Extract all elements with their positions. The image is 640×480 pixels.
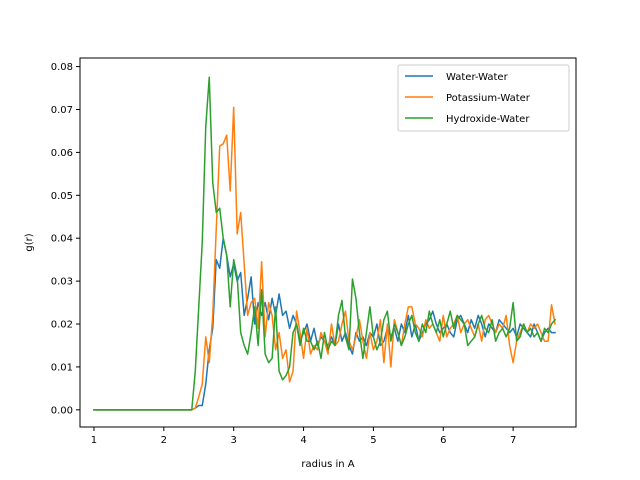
legend-label: Potassium-Water	[446, 93, 531, 104]
y-tick-label: 0.06	[51, 148, 73, 159]
legend-label: Water-Water	[446, 72, 509, 83]
legend-frame	[397, 64, 570, 132]
y-tick-label: 0.02	[51, 320, 73, 331]
y-tick-label: 0.03	[51, 277, 73, 288]
y-tick-label: 0.01	[51, 362, 73, 373]
x-tick-label: 5	[370, 435, 376, 446]
x-tick-label: 3	[231, 435, 237, 446]
x-tick-label: 7	[510, 435, 516, 446]
x-axis-label: radius in A	[301, 459, 354, 470]
x-axis: 1 2 3 4 5 6 7	[91, 427, 516, 446]
y-axis-label: g(r)	[24, 233, 35, 251]
y-tick-label: 0.05	[51, 191, 73, 202]
x-tick-label: 4	[300, 435, 306, 446]
y-tick-label: 0.00	[51, 405, 73, 416]
x-tick-label: 2	[161, 435, 167, 446]
legend-label: Hydroxide-Water	[446, 114, 530, 125]
x-tick-label: 6	[440, 435, 446, 446]
series-line-hydroxide-water	[93, 76, 557, 411]
y-tick-label: 0.08	[51, 62, 73, 73]
x-tick-label: 1	[91, 435, 97, 446]
plot-frame	[79, 57, 577, 428]
y-tick-label: 0.07	[51, 105, 73, 116]
y-tick-label: 0.04	[51, 234, 73, 245]
y-axis: 0.00 0.01 0.02 0.03 0.04 0.05 0.06 0.07 0.08	[51, 62, 80, 416]
series-layer	[93, 76, 557, 411]
legend: Water-Water Potassium-Water Hydroxide-Wate…	[397, 64, 570, 132]
